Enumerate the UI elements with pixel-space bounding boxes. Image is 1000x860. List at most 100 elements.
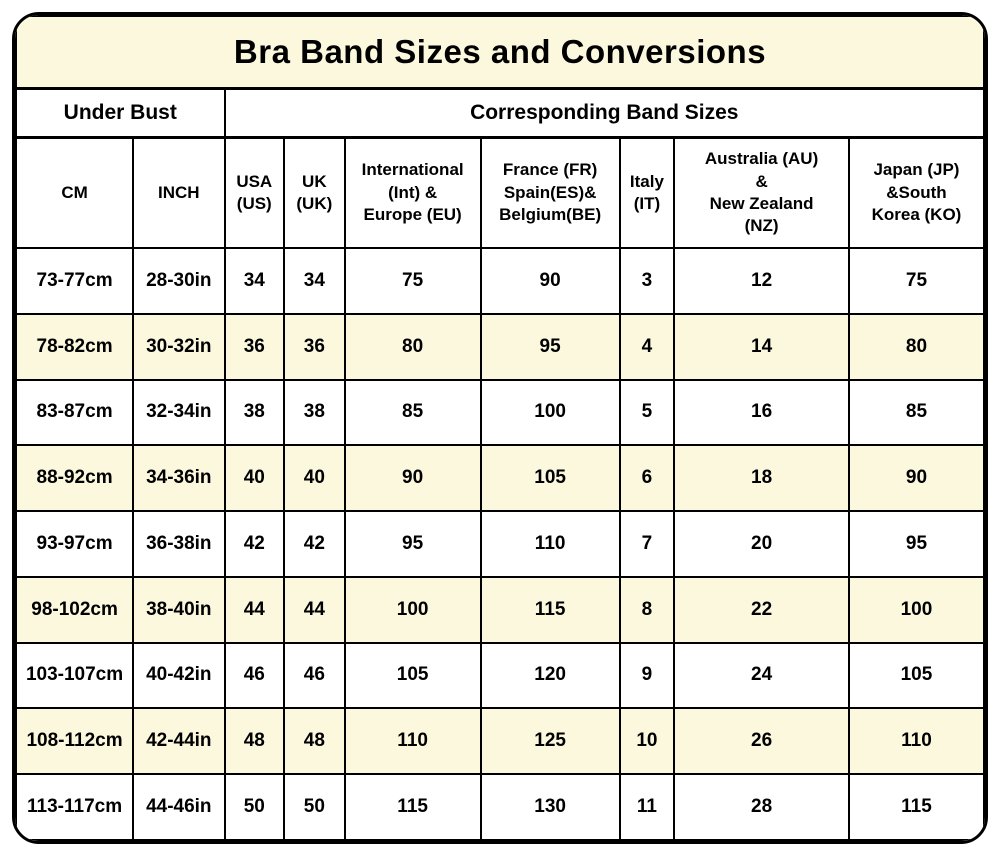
table-cell: 103-107cm	[15, 641, 135, 710]
table-cell: 42	[223, 510, 286, 578]
table-row: 88-92cm 34-36in 40 40 90 105 6 18 90	[15, 444, 985, 513]
table-cell: 28-30in	[132, 247, 226, 315]
column-header-cm: CM	[15, 136, 135, 249]
table-cell: 5	[618, 378, 676, 447]
bra-size-table: Bra Band Sizes and Conversions Under Bus…	[15, 15, 985, 841]
table-row: 98-102cm 38-40in 44 44 100 115 8 22 100	[15, 575, 985, 644]
table-cell: 36-38in	[132, 510, 226, 578]
table-body: 73-77cm 28-30in 34 34 75 90 3 12 75 78-82cm 30-32i…	[15, 247, 985, 841]
table-cell: 78-82cm	[15, 312, 135, 381]
table-cell: 50	[223, 773, 286, 841]
table-cell: 80	[847, 312, 985, 381]
table-cell: 34	[223, 247, 286, 315]
bra-size-table-frame: Bra Band Sizes and Conversions Under Bus…	[12, 12, 988, 844]
table-cell: 50	[283, 773, 346, 841]
table-cell: 110	[847, 707, 985, 776]
table-cell: 75	[343, 247, 482, 315]
column-header-au-nz: Australia (AU) & New Zealand (NZ)	[673, 136, 850, 249]
column-header-italy: Italy (IT)	[618, 136, 676, 249]
table-cell: 8	[618, 575, 676, 644]
table-cell: 90	[479, 247, 621, 315]
table-cell: 48	[283, 707, 346, 776]
table-cell: 30-32in	[132, 312, 226, 381]
table-cell: 120	[479, 641, 621, 710]
table-cell: 24	[673, 641, 850, 710]
column-header-jp-ko: Japan (JP) &South Korea (KO)	[847, 136, 985, 249]
table-row: 83-87cm 32-34in 38 38 85 100 5 16 85	[15, 378, 985, 447]
table-row: 93-97cm 36-38in 42 42 95 110 7 20 95	[15, 510, 985, 578]
table-cell: 36	[223, 312, 286, 381]
table-cell: 125	[479, 707, 621, 776]
table-cell: 80	[343, 312, 482, 381]
table-cell: 20	[673, 510, 850, 578]
table-cell: 44	[223, 575, 286, 644]
table-cell: 46	[223, 641, 286, 710]
table-cell: 40-42in	[132, 641, 226, 710]
column-header-fr-es-be: France (FR) Spain(ES)& Belgium(BE)	[479, 136, 621, 249]
table-cell: 3	[618, 247, 676, 315]
table-cell: 105	[847, 641, 985, 710]
table-cell: 108-112cm	[15, 707, 135, 776]
table-title: Bra Band Sizes and Conversions	[15, 15, 985, 90]
table-cell: 73-77cm	[15, 247, 135, 315]
table-cell: 7	[618, 510, 676, 578]
table-row: 108-112cm 42-44in 48 48 110 125 10 26 110	[15, 707, 985, 776]
table-row: 113-117cm 44-46in 50 50 115 130 11 28 115	[15, 773, 985, 841]
table-cell: 10	[618, 707, 676, 776]
table-cell: 40	[283, 444, 346, 513]
table-row: 78-82cm 30-32in 36 36 80 95 4 14 80	[15, 312, 985, 381]
table-cell: 42-44in	[132, 707, 226, 776]
table-cell: 32-34in	[132, 378, 226, 447]
title-row: Bra Band Sizes and Conversions	[15, 15, 985, 90]
under-bust-group-header: Under Bust	[15, 87, 226, 139]
table-cell: 100	[343, 575, 482, 644]
table-cell: 85	[343, 378, 482, 447]
table-cell: 93-97cm	[15, 510, 135, 578]
table-cell: 90	[847, 444, 985, 513]
table-cell: 100	[479, 378, 621, 447]
column-header-usa: USA (US)	[223, 136, 286, 249]
column-header-inch: INCH	[132, 136, 226, 249]
table-cell: 34-36in	[132, 444, 226, 513]
table-cell: 44	[283, 575, 346, 644]
table-cell: 28	[673, 773, 850, 841]
table-cell: 83-87cm	[15, 378, 135, 447]
table-cell: 12	[673, 247, 850, 315]
table-cell: 46	[283, 641, 346, 710]
table-cell: 34	[283, 247, 346, 315]
table-cell: 26	[673, 707, 850, 776]
table-cell: 95	[343, 510, 482, 578]
table-cell: 38-40in	[132, 575, 226, 644]
table-cell: 98-102cm	[15, 575, 135, 644]
table-row: 73-77cm 28-30in 34 34 75 90 3 12 75	[15, 247, 985, 315]
table-cell: 44-46in	[132, 773, 226, 841]
table-cell: 115	[847, 773, 985, 841]
table-cell: 14	[673, 312, 850, 381]
table-cell: 4	[618, 312, 676, 381]
table-cell: 9	[618, 641, 676, 710]
table-cell: 48	[223, 707, 286, 776]
band-sizes-group-header: Corresponding Band Sizes	[223, 87, 985, 139]
table-cell: 90	[343, 444, 482, 513]
table-cell: 22	[673, 575, 850, 644]
table-cell: 110	[343, 707, 482, 776]
table-cell: 110	[479, 510, 621, 578]
table-row: 103-107cm 40-42in 46 46 105 120 9 24 105	[15, 641, 985, 710]
column-header-row: CM INCH USA (US) UK (UK) International (…	[15, 136, 985, 249]
table-cell: 38	[223, 378, 286, 447]
table-cell: 105	[343, 641, 482, 710]
table-cell: 113-117cm	[15, 773, 135, 841]
group-header-row: Under Bust Corresponding Band Sizes	[15, 87, 985, 139]
table-cell: 105	[479, 444, 621, 513]
table-cell: 95	[479, 312, 621, 381]
table-cell: 16	[673, 378, 850, 447]
table-cell: 85	[847, 378, 985, 447]
table-cell: 42	[283, 510, 346, 578]
table-cell: 115	[343, 773, 482, 841]
table-cell: 36	[283, 312, 346, 381]
table-cell: 6	[618, 444, 676, 513]
table-cell: 100	[847, 575, 985, 644]
table-cell: 11	[618, 773, 676, 841]
table-cell: 130	[479, 773, 621, 841]
